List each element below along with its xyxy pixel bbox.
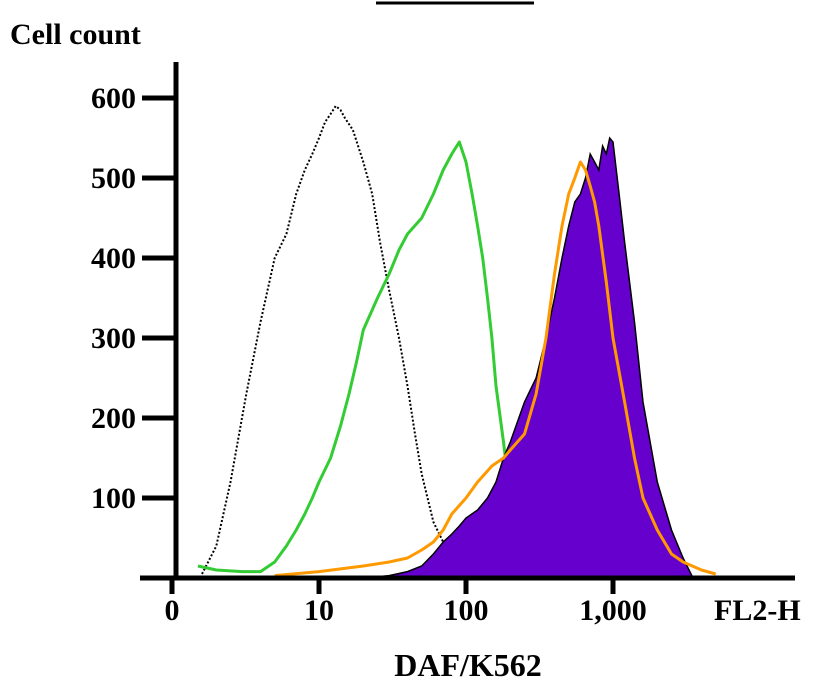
y-tick-label: 200: [91, 402, 136, 435]
x-axis-title: DAF/K562: [394, 647, 542, 683]
x-tick-label: 0: [165, 594, 180, 627]
y-tick-label: 400: [91, 242, 136, 275]
y-tick-label: 500: [91, 162, 136, 195]
y-tick-label: 100: [91, 482, 136, 515]
line-histogram-3: [274, 160, 717, 578]
x-axis-unit: FL2-H: [714, 594, 801, 627]
axes: 100 200 300 400 500 600 0 10 100 1,000: [91, 62, 795, 627]
control-histogram-0: [201, 105, 658, 577]
x-tick-label: 10: [304, 594, 334, 627]
y-tick-label: 600: [91, 82, 136, 115]
filled-histogram-2: [363, 136, 695, 579]
x-tick-label: 1,000: [579, 594, 647, 627]
plot-area: [197, 105, 717, 579]
cell-count-label: Cell count: [10, 18, 141, 51]
y-tick-label: 300: [91, 322, 136, 355]
x-tick-label: 100: [444, 594, 489, 627]
